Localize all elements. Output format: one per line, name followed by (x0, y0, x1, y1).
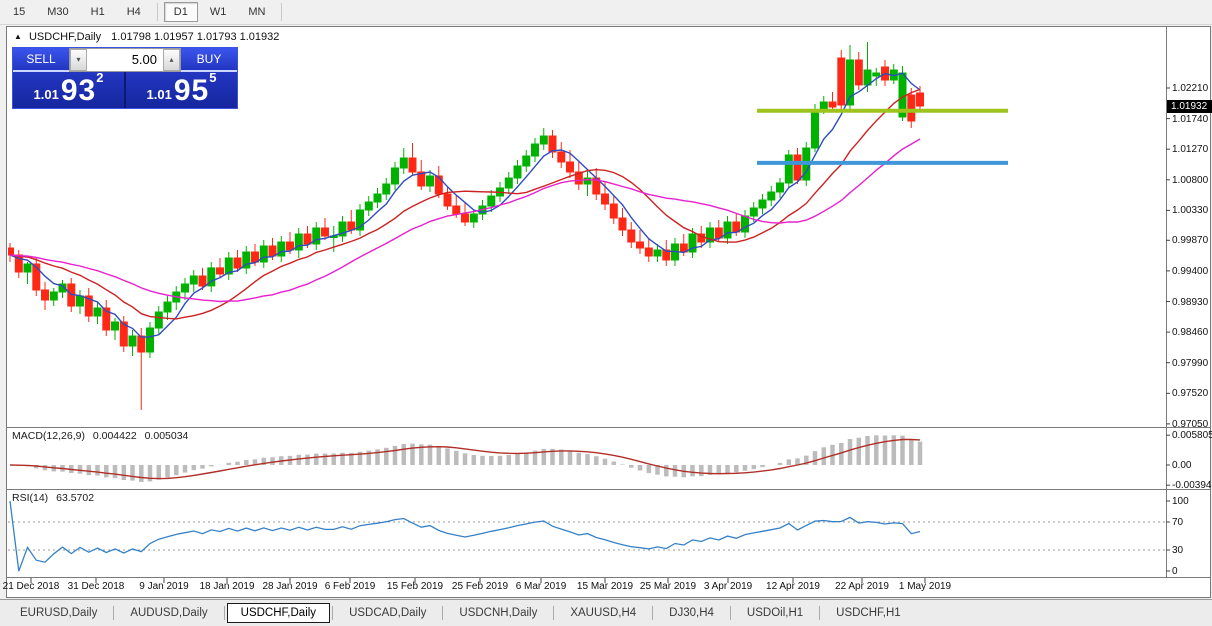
price-axis-label: 0.98930 (1172, 296, 1209, 308)
ask-price-pip: 5 (209, 70, 217, 85)
tab-divider (113, 606, 115, 620)
date-axis-label: 28 Jan 2019 (262, 581, 318, 592)
ask-price-big: 95 (173, 74, 210, 107)
date-axis-label: 3 Apr 2019 (703, 581, 753, 592)
volume-increase-button[interactable]: ▴ (163, 49, 180, 71)
chart-tab-usdchf-daily[interactable]: USDCHF,Daily (226, 603, 331, 623)
chart-window[interactable] (6, 26, 1211, 598)
tab-divider (553, 606, 555, 620)
date-axis-label: 22 Apr 2019 (835, 581, 889, 592)
sell-button[interactable]: SELL (13, 48, 69, 72)
chart-tab-audusd-daily[interactable]: AUDUSD,Daily (130, 607, 208, 619)
rsi-axis-label: 70 (1172, 517, 1184, 528)
timeframe-button-w1[interactable]: W1 (209, 6, 227, 18)
tab-divider (442, 606, 444, 620)
price-axis-label: 1.01740 (1172, 113, 1209, 125)
tab-divider (223, 606, 225, 620)
price-axis-label: 0.99400 (1172, 265, 1209, 277)
toolbar-divider (281, 3, 283, 21)
chart-tab-usdchf-h1[interactable]: USDCHF,H1 (836, 607, 901, 619)
price-axis-label: 0.98460 (1172, 327, 1209, 339)
volume-control: ▾ 5.00 ▴ (69, 48, 181, 72)
current-price-marker: 1.01932 (1167, 99, 1212, 113)
bid-price-big: 93 (60, 74, 97, 107)
bid-price-small: 1.01 (33, 87, 59, 102)
date-axis-label: 6 Mar 2019 (515, 581, 567, 592)
rsi-axis-label: 100 (1172, 496, 1189, 507)
date-axis-label: 18 Jan 2019 (199, 581, 255, 592)
chart-tab-usdcad-daily[interactable]: USDCAD,Daily (349, 607, 427, 619)
buy-button[interactable]: BUY (181, 48, 237, 72)
tab-divider (652, 606, 654, 620)
macd-indicator-label: MACD(12,26,9) 0.004422 0.005034 (12, 430, 189, 442)
chart-tab-usdoil-h1[interactable]: USDOil,H1 (746, 607, 804, 619)
timeframe-button-15[interactable]: 15 (13, 6, 26, 18)
macd-main-value: 0.004422 (92, 430, 137, 442)
timeframe-button-mn[interactable]: MN (248, 6, 266, 18)
chart-symbol-label: USDCHF,Daily (28, 31, 102, 43)
tab-divider (819, 606, 821, 620)
macd-axis-label: 0.00 (1172, 460, 1192, 471)
rsi-value: 63.5702 (56, 492, 95, 504)
one-click-trading-panel: SELL ▾ 5.00 ▴ BUY 1.01 93 2 1.01 95 5 (12, 47, 238, 109)
date-axis-label: 1 May 2019 (898, 581, 952, 592)
price-axis-label: 1.01270 (1172, 144, 1209, 156)
volume-input[interactable]: 5.00 (87, 49, 163, 71)
tab-divider (332, 606, 334, 620)
price-axis-label: 1.02210 (1172, 83, 1209, 94)
date-axis-label: 21 Dec 2018 (2, 581, 60, 592)
chart-tab-bar: EURUSD,Daily AUDUSD,Daily USDCHF,Daily USDC… (0, 599, 1212, 626)
price-axis-label: 0.99870 (1172, 235, 1209, 247)
date-axis-label: 9 Jan 2019 (139, 581, 189, 592)
chart-title: ▲ USDCHF,Daily 1.01798 1.01957 1.01793 1… (14, 31, 279, 43)
rsi-indicator-label: RSI(14) 63.5702 (12, 492, 95, 504)
chart-tab-eurusd-daily[interactable]: EURUSD,Daily (20, 607, 98, 619)
date-axis-label: 25 Mar 2019 (639, 581, 697, 592)
date-axis-label: 31 Dec 2018 (67, 581, 125, 592)
tab-divider (729, 606, 731, 620)
macd-axis-label: 0.005805 (1172, 430, 1212, 442)
timeframe-button-d1[interactable]: D1 (163, 2, 198, 22)
macd-axis-label: -0.003945 (1172, 480, 1212, 492)
bid-price[interactable]: 1.01 93 2 (13, 70, 126, 108)
timeframe-button-h1[interactable]: H1 (90, 6, 105, 18)
ask-price[interactable]: 1.01 95 5 (126, 70, 237, 108)
date-axis-label: 15 Mar 2019 (576, 581, 634, 592)
ask-price-small: 1.01 (146, 87, 172, 102)
price-axis-label: 0.97050 (1172, 418, 1209, 430)
timeframe-toolbar: 15 M30 H1 H4 D1 W1 MN (0, 0, 1212, 25)
date-axis-label: 6 Feb 2019 (324, 581, 376, 592)
date-axis-label: 25 Feb 2019 (451, 581, 509, 592)
volume-decrease-button[interactable]: ▾ (70, 49, 87, 71)
timeframe-button-h4[interactable]: H4 (126, 6, 141, 18)
chart-tab-xauusd-h4[interactable]: XAUUSD,H4 (570, 607, 637, 619)
chart-collapse-icon[interactable]: ▲ (14, 32, 22, 41)
price-axis-label: 0.97990 (1172, 357, 1209, 369)
toolbar-divider (156, 3, 158, 21)
rsi-axis-label: 30 (1172, 545, 1184, 556)
chart-tab-usdcnh-daily[interactable]: USDCNH,Daily (459, 607, 538, 619)
chart-ohlc-values: 1.01798 1.01957 1.01793 1.01932 (111, 31, 280, 43)
date-axis-label: 12 Apr 2019 (766, 581, 820, 592)
bid-price-pip: 2 (96, 70, 104, 85)
rsi-axis-label: 0 (1172, 566, 1178, 577)
date-axis-label: 15 Feb 2019 (386, 581, 444, 592)
timeframe-button-m30[interactable]: M30 (47, 6, 69, 18)
price-axis-label: 1.00800 (1172, 174, 1209, 186)
chart-tab-dj30-h4[interactable]: DJ30,H4 (669, 607, 714, 619)
macd-signal-value: 0.005034 (144, 430, 189, 442)
price-axis-label: 0.97520 (1172, 388, 1209, 400)
price-axis-label: 1.00330 (1172, 205, 1209, 217)
